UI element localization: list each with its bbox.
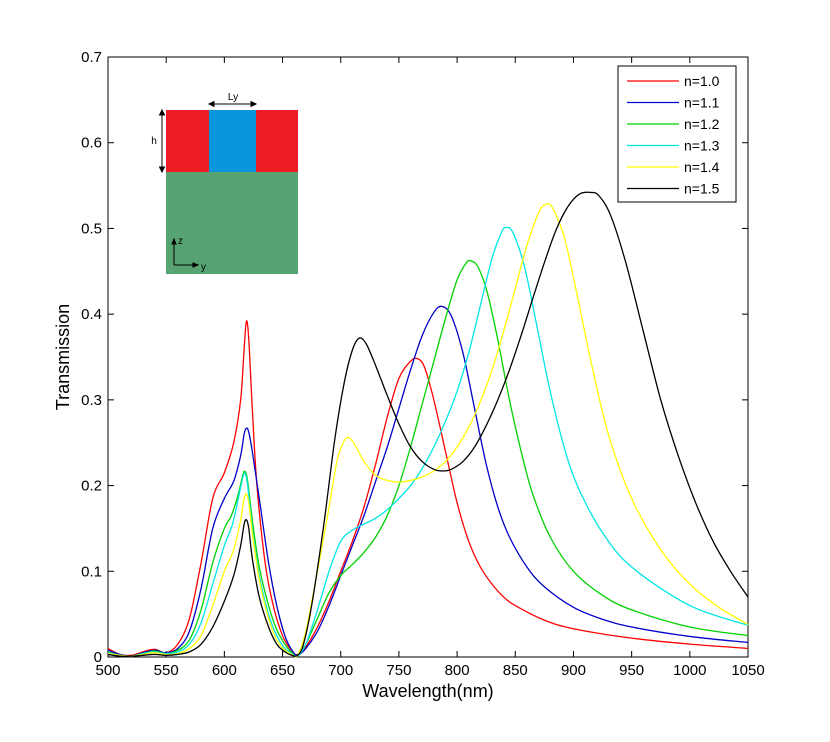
x-tick-label: 800 xyxy=(445,662,470,679)
x-tick-label: 850 xyxy=(503,662,528,679)
x-tick-label: 950 xyxy=(619,662,644,679)
y-tick-label: 0.2 xyxy=(81,478,102,495)
axis-ticks: 500 550 600 650 700 750 800 850 900 950 1000 1050 0 0… xyxy=(81,49,765,679)
inset-red-block-left xyxy=(166,110,209,172)
series-line-n-1-1 xyxy=(107,305,749,657)
series-line-n-1-2 xyxy=(107,259,749,658)
inset-substrate xyxy=(166,172,298,274)
legend-box xyxy=(617,65,737,203)
x-tick-label: 1000 xyxy=(673,662,706,679)
x-tick-label: 1050 xyxy=(731,662,764,679)
y-tick-label: 0.6 xyxy=(81,135,102,152)
x-tick-label: 700 xyxy=(328,662,353,679)
x-tick-label: 500 xyxy=(95,662,120,679)
ly-dimension-arrow xyxy=(207,100,258,108)
legend-label: n=1.4 xyxy=(684,159,720,175)
y-axis-title: Transmission xyxy=(53,304,73,410)
inset-axes-icon xyxy=(171,237,200,268)
h-dimension-arrow xyxy=(158,108,166,174)
inset-red-block-right xyxy=(256,110,298,172)
y-tick-label: 0.5 xyxy=(81,220,102,237)
x-tick-label: 550 xyxy=(154,662,179,679)
y-tick-label: 0 xyxy=(94,649,102,666)
series-line-n-1-5 xyxy=(107,191,749,657)
y-tick-label: 0.4 xyxy=(81,306,102,323)
legend: n=1.0 n=1.1 n=1.2 n=1.3 n=1.4 n=1.5 xyxy=(617,65,737,203)
y-tick-label: 0.3 xyxy=(81,392,102,409)
inset-ly-label: Ly xyxy=(228,92,238,103)
y-tick-label: 0.1 xyxy=(81,563,102,580)
series-line-n-1-0 xyxy=(107,320,749,657)
x-tick-label: 600 xyxy=(212,662,237,679)
x-tick-label: 900 xyxy=(561,662,586,679)
inset-diagram: Ly h z y xyxy=(151,92,298,274)
legend-label: n=1.0 xyxy=(684,73,720,89)
x-tick-label: 650 xyxy=(270,662,295,679)
inset-z-label: z xyxy=(178,236,183,247)
legend-label: n=1.3 xyxy=(684,138,720,154)
x-tick-label: 750 xyxy=(386,662,411,679)
series-line-n-1-3 xyxy=(107,226,749,658)
legend-label: n=1.1 xyxy=(684,95,720,111)
x-axis-title: Wavelength(nm) xyxy=(362,681,493,701)
series-curves xyxy=(107,191,749,658)
y-tick-label: 0.7 xyxy=(81,49,102,66)
series-line-n-1-4 xyxy=(107,203,749,658)
inset-blue-block xyxy=(209,110,256,172)
legend-label: n=1.5 xyxy=(684,181,720,197)
inset-h-label: h xyxy=(151,136,157,147)
inset-y-label: y xyxy=(201,262,206,273)
legend-label: n=1.2 xyxy=(684,116,720,132)
